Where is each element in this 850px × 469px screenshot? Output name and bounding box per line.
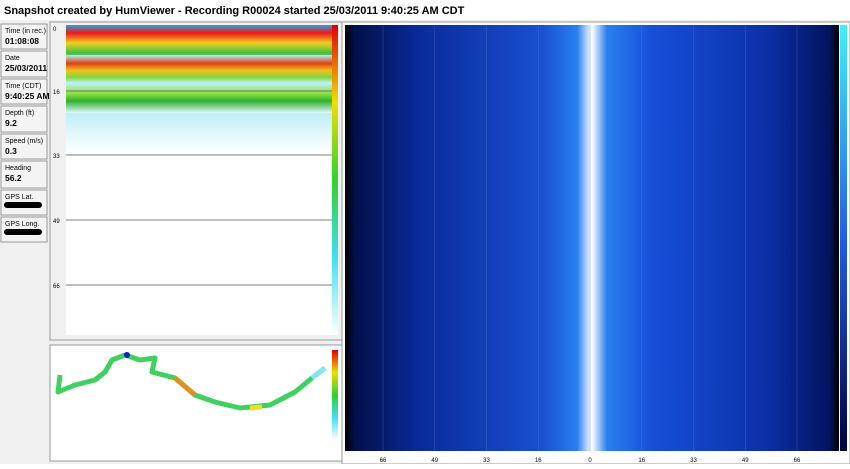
info-panel — [0, 78, 48, 105]
info-value: 25/03/2011 — [5, 63, 47, 73]
range-label: 66 — [380, 458, 387, 464]
info-label: Speed (m/s) — [5, 138, 43, 145]
depth-label: 66 — [53, 284, 60, 290]
title-bar — [0, 0, 850, 20]
gps-track-segment — [249, 404, 263, 411]
info-label: Depth (ft) — [5, 110, 34, 117]
info-value: 9:40:25 AM — [5, 91, 50, 101]
info-label: GPS Lat. — [5, 194, 33, 201]
info-value: 9.2 — [5, 118, 17, 128]
range-label: 33 — [483, 458, 490, 464]
sonar-noise — [66, 113, 332, 153]
depth-axis: 0 16 33 49 66 — [53, 27, 332, 290]
range-label: 66 — [794, 458, 801, 464]
track-color-bar — [332, 350, 338, 440]
redacted — [4, 202, 42, 208]
range-label: 49 — [431, 458, 438, 464]
info-panel — [0, 105, 48, 133]
depth-label: 0 — [53, 27, 57, 33]
depth-label: 33 — [53, 154, 60, 160]
info-label: Heading — [5, 165, 31, 172]
range-label: 49 — [742, 458, 749, 464]
depth-label: 49 — [53, 219, 60, 225]
info-panel — [0, 133, 48, 160]
gps-track-segment — [173, 376, 197, 397]
side-scan-image — [345, 25, 839, 451]
info-value: 56.2 — [5, 173, 22, 183]
range-axis: 66 49 33 16 0 16 33 49 66 — [380, 25, 801, 464]
sonar-color-bar — [332, 25, 338, 335]
info-label: Date — [5, 55, 20, 62]
info-value: 0.3 — [5, 146, 17, 156]
sonar-band — [66, 55, 332, 83]
info-panel — [0, 50, 48, 78]
track-map-panel — [49, 344, 343, 462]
depth-label: 16 — [53, 90, 60, 96]
sonar-band — [66, 83, 332, 113]
info-value: 01:08:08 — [5, 36, 39, 46]
redacted — [4, 229, 42, 235]
window-title: Snapshot created by HumViewer - Recordin… — [4, 5, 465, 17]
info-panel — [0, 23, 48, 50]
range-label: 16 — [535, 458, 542, 464]
info-label: Time (CDT) — [5, 83, 41, 90]
range-label: 0 — [588, 458, 592, 464]
position-marker — [124, 352, 130, 358]
info-label: Time (in rec.) — [5, 28, 46, 35]
info-label: GPS Long. — [5, 221, 39, 228]
side-scan-color-bar — [840, 25, 847, 451]
range-label: 16 — [638, 458, 645, 464]
range-label: 33 — [690, 458, 697, 464]
gps-track — [55, 352, 327, 411]
info-panel — [0, 160, 48, 189]
gps-track-segment — [310, 366, 327, 380]
